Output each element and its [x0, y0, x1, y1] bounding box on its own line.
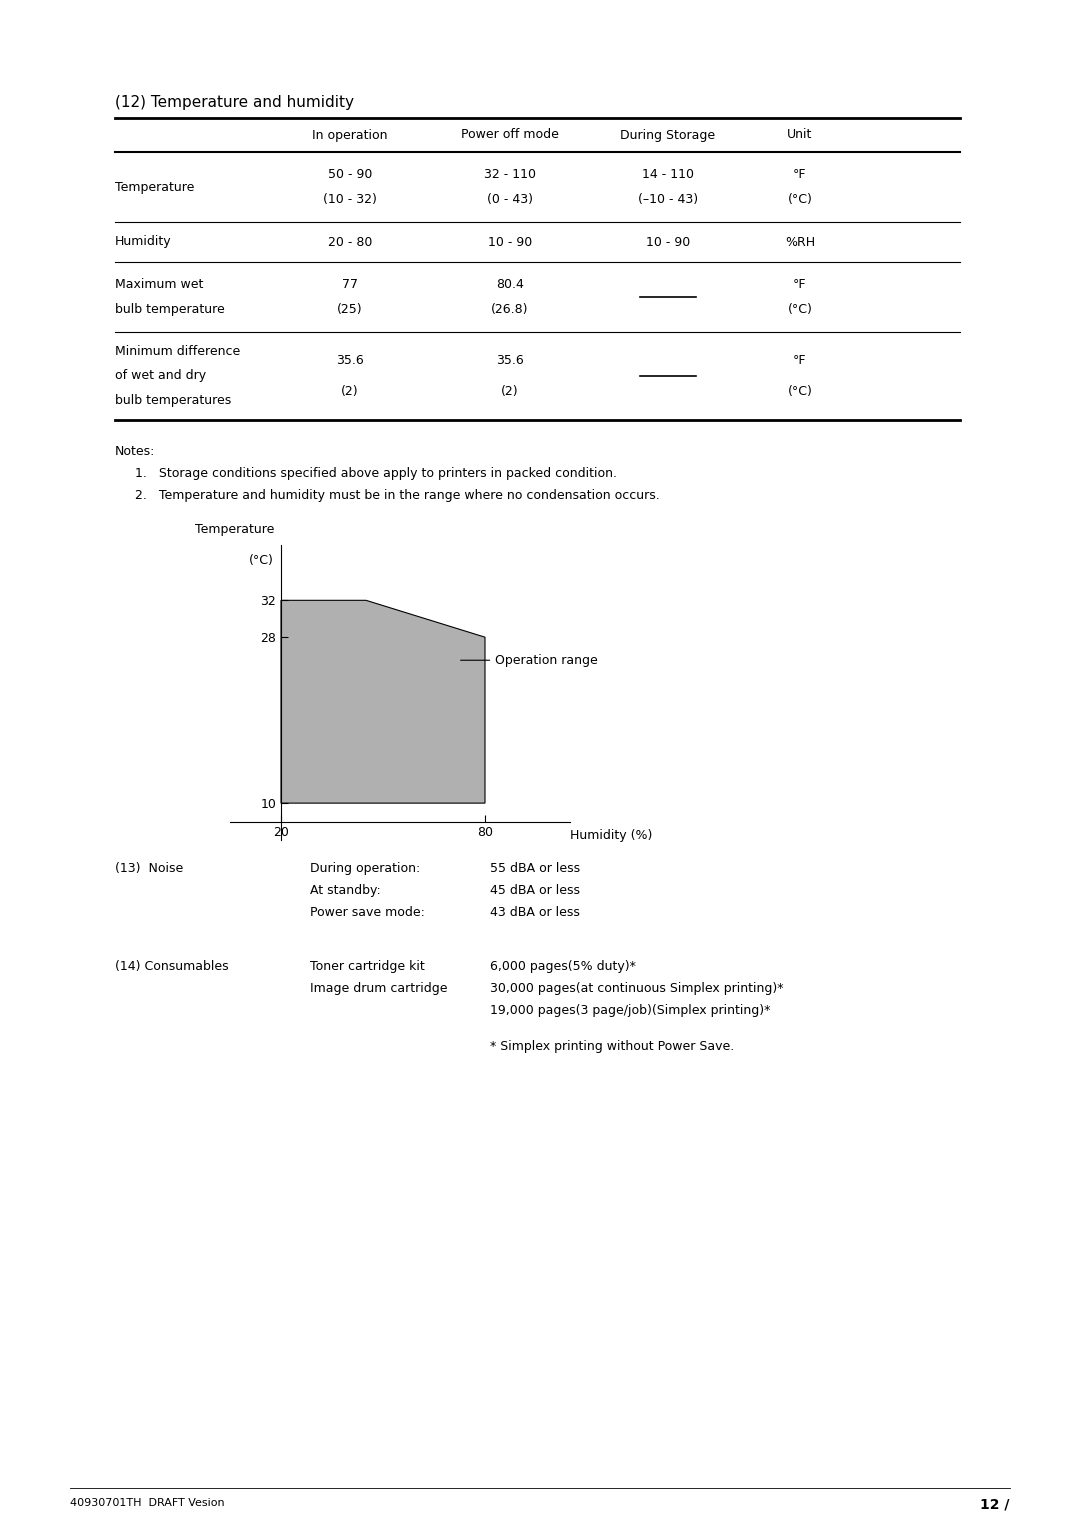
Text: (2): (2) [501, 386, 518, 398]
Text: Temperature: Temperature [194, 523, 274, 536]
Text: (14) Consumables: (14) Consumables [114, 960, 229, 974]
Text: 35.6: 35.6 [336, 354, 364, 366]
Text: During operation:: During operation: [310, 862, 420, 874]
Text: 14 - 110: 14 - 110 [642, 168, 694, 182]
Text: * Simplex printing without Power Save.: * Simplex printing without Power Save. [490, 1041, 734, 1053]
Text: of wet and dry: of wet and dry [114, 369, 206, 383]
Text: Unit: Unit [787, 128, 812, 142]
Text: 35.6: 35.6 [496, 354, 524, 366]
Text: Power off mode: Power off mode [461, 128, 559, 142]
Text: Operation range: Operation range [460, 653, 598, 667]
Text: 19,000 pages(3 page/job)(Simplex printing)*: 19,000 pages(3 page/job)(Simplex printin… [490, 1004, 770, 1016]
Text: 12 /: 12 / [981, 1499, 1010, 1512]
Text: Temperature: Temperature [114, 180, 194, 194]
Text: Humidity (%): Humidity (%) [570, 829, 652, 842]
Text: (°C): (°C) [787, 386, 812, 398]
Text: 43 dBA or less: 43 dBA or less [490, 906, 580, 919]
Text: 6,000 pages(5% duty)*: 6,000 pages(5% duty)* [490, 960, 636, 974]
Text: 77: 77 [342, 278, 357, 291]
Text: °F: °F [793, 354, 807, 366]
Text: 45 dBA or less: 45 dBA or less [490, 884, 580, 897]
Text: Humidity: Humidity [114, 235, 172, 249]
Text: (13)  Noise: (13) Noise [114, 862, 184, 874]
Text: (°C): (°C) [787, 304, 812, 316]
Text: Minimum difference: Minimum difference [114, 345, 240, 359]
Text: (0 - 43): (0 - 43) [487, 194, 534, 206]
Text: (°C): (°C) [787, 194, 812, 206]
Text: (2): (2) [341, 386, 359, 398]
Polygon shape [281, 600, 485, 803]
Text: 32 - 110: 32 - 110 [484, 168, 536, 182]
Text: (–10 - 43): (–10 - 43) [638, 194, 698, 206]
Text: 40930701TH  DRAFT Vesion: 40930701TH DRAFT Vesion [70, 1499, 225, 1508]
Text: %RH: %RH [785, 235, 815, 249]
Text: °F: °F [793, 278, 807, 291]
Text: bulb temperatures: bulb temperatures [114, 394, 231, 407]
Text: (25): (25) [337, 304, 363, 316]
Text: Power save mode:: Power save mode: [310, 906, 424, 919]
Text: 2.   Temperature and humidity must be in the range where no condensation occurs.: 2. Temperature and humidity must be in t… [135, 488, 660, 502]
Text: (12) Temperature and humidity: (12) Temperature and humidity [114, 95, 354, 110]
Text: 10 - 90: 10 - 90 [488, 235, 532, 249]
Text: (°C): (°C) [249, 554, 274, 568]
Text: (10 - 32): (10 - 32) [323, 194, 377, 206]
Text: At standby:: At standby: [310, 884, 381, 897]
Text: 80.4: 80.4 [496, 278, 524, 291]
Text: In operation: In operation [312, 128, 388, 142]
Text: Image drum cartridge: Image drum cartridge [310, 983, 447, 995]
Text: During Storage: During Storage [620, 128, 716, 142]
Text: 10 - 90: 10 - 90 [646, 235, 690, 249]
Text: 30,000 pages(at continuous Simplex printing)*: 30,000 pages(at continuous Simplex print… [490, 983, 783, 995]
Text: 1.   Storage conditions specified above apply to printers in packed condition.: 1. Storage conditions specified above ap… [135, 467, 617, 481]
Text: (26.8): (26.8) [491, 304, 529, 316]
Text: °F: °F [793, 168, 807, 182]
Text: 20 - 80: 20 - 80 [328, 235, 373, 249]
Text: Toner cartridge kit: Toner cartridge kit [310, 960, 424, 974]
Text: bulb temperature: bulb temperature [114, 304, 225, 316]
Text: 50 - 90: 50 - 90 [328, 168, 373, 182]
Text: 55 dBA or less: 55 dBA or less [490, 862, 580, 874]
Text: Maximum wet: Maximum wet [114, 278, 203, 291]
Text: Notes:: Notes: [114, 446, 156, 458]
